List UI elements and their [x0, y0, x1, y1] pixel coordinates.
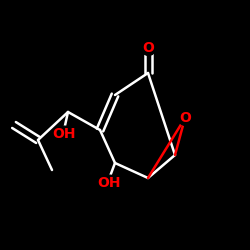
Text: OH: OH: [97, 176, 121, 190]
Text: O: O: [179, 111, 191, 125]
Text: OH: OH: [52, 127, 76, 141]
Text: O: O: [142, 41, 154, 55]
